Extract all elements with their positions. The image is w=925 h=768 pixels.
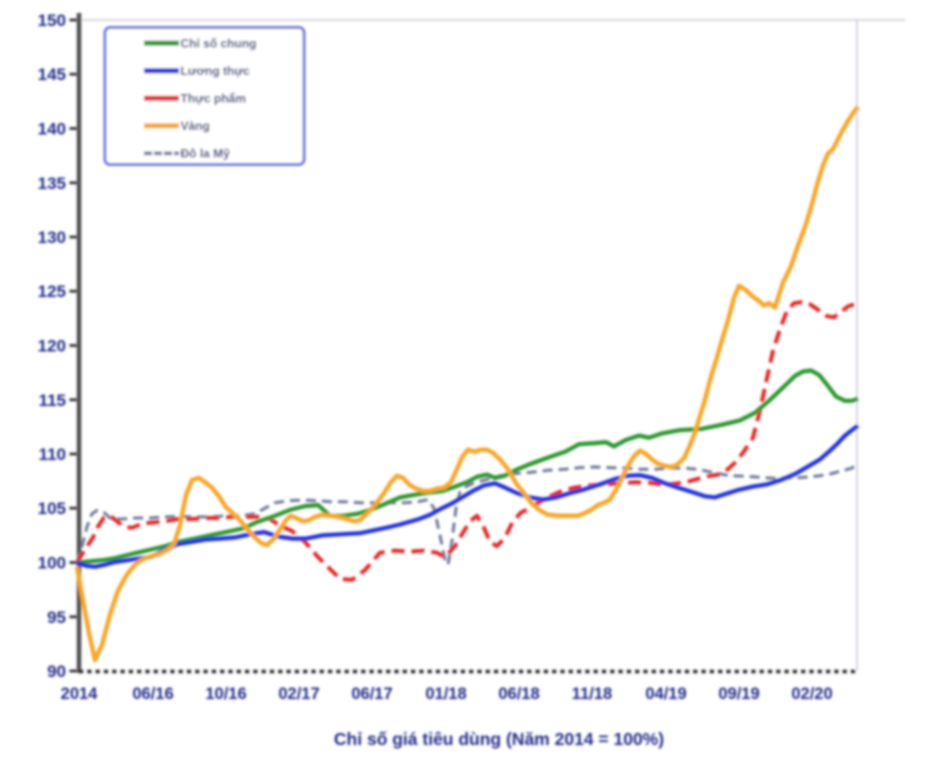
svg-text:110: 110: [39, 445, 66, 464]
svg-text:150: 150: [38, 11, 66, 30]
svg-text:10/16: 10/16: [205, 685, 246, 703]
svg-text:09/19: 09/19: [718, 685, 759, 703]
svg-text:100: 100: [38, 554, 66, 573]
svg-text:120: 120: [38, 337, 66, 356]
svg-text:06/18: 06/18: [498, 685, 539, 703]
svg-text:Chỉ số giá tiêu dùng (Năm 2014: Chỉ số giá tiêu dùng (Năm 2014 = 100%): [334, 729, 664, 749]
svg-text:125: 125: [38, 282, 66, 301]
svg-text:2014: 2014: [61, 685, 99, 703]
svg-text:Thực phẩm: Thực phẩm: [181, 91, 246, 105]
svg-text:Chỉ số chung: Chỉ số chung: [181, 36, 257, 50]
svg-text:135: 135: [38, 174, 66, 193]
svg-text:04/19: 04/19: [645, 685, 686, 703]
svg-text:140: 140: [38, 120, 66, 139]
svg-text:Đô la Mỹ: Đô la Mỹ: [181, 147, 231, 161]
svg-text:02/20: 02/20: [791, 685, 832, 703]
svg-text:115: 115: [39, 391, 66, 410]
svg-text:06/17: 06/17: [351, 685, 392, 703]
svg-text:130: 130: [38, 228, 66, 247]
svg-text:Vàng: Vàng: [181, 119, 210, 133]
svg-text:02/17: 02/17: [278, 685, 319, 703]
svg-text:145: 145: [38, 65, 66, 84]
svg-text:105: 105: [38, 499, 66, 518]
svg-text:11/18: 11/18: [572, 685, 612, 703]
svg-text:01/18: 01/18: [425, 685, 466, 703]
svg-text:90: 90: [47, 662, 66, 681]
svg-text:06/16: 06/16: [132, 685, 173, 703]
svg-text:95: 95: [47, 608, 66, 627]
svg-text:Lương thực: Lương thực: [181, 64, 251, 78]
